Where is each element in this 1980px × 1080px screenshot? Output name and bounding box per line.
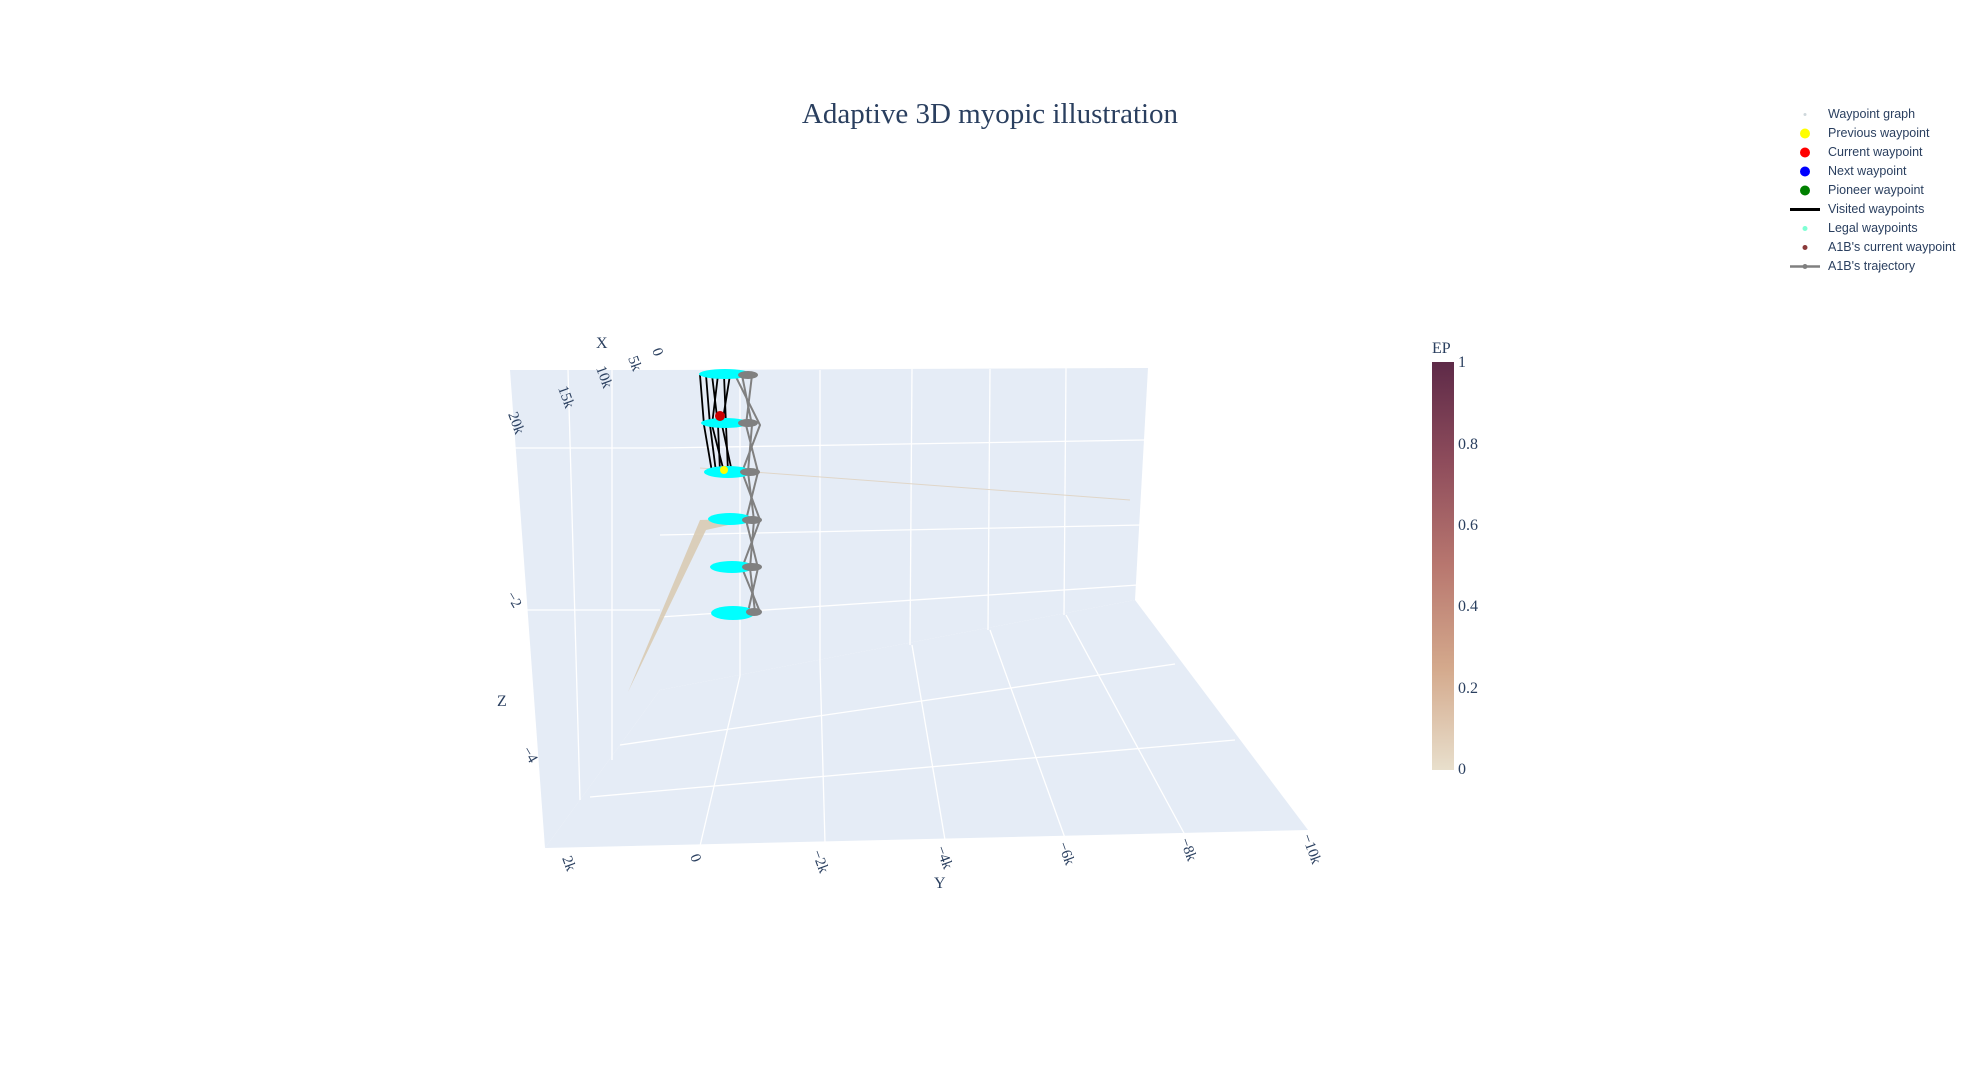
legend-symbol bbox=[1800, 166, 1810, 177]
grid-lines bbox=[510, 367, 1236, 847]
colorbar-tick: 0 bbox=[1458, 761, 1466, 778]
wall-xz bbox=[510, 370, 660, 848]
trajectory-marker bbox=[740, 468, 760, 476]
y-tick: 2k bbox=[558, 854, 578, 874]
z-axis-title: Z bbox=[497, 693, 507, 710]
legend-symbol bbox=[1800, 128, 1810, 139]
wall-yz bbox=[660, 368, 1148, 690]
trajectory-marker bbox=[742, 563, 762, 571]
legend-symbol bbox=[1800, 147, 1810, 158]
colorbar-tick: 0.6 bbox=[1458, 517, 1478, 534]
trajectory-marker bbox=[746, 608, 762, 616]
legal-waypoint-cluster bbox=[708, 513, 752, 525]
z-tick: −4 bbox=[519, 744, 541, 766]
legend-item[interactable]: Next waypoint bbox=[1788, 162, 1955, 181]
legend-label: A1B's trajectory bbox=[1828, 259, 1916, 273]
x-tick: 20k bbox=[504, 410, 527, 437]
legend-item[interactable]: Waypoint graph bbox=[1788, 105, 1955, 124]
legal-waypoint-cluster bbox=[701, 418, 749, 428]
chart-title: Adaptive 3D myopic illustration bbox=[801, 98, 1179, 130]
legend-label: A1B's current waypoint bbox=[1828, 240, 1956, 254]
x-tick: 5k bbox=[624, 354, 644, 374]
z-axis: Z −2 −4 bbox=[497, 589, 541, 766]
legend-item[interactable]: Visited waypoints bbox=[1788, 200, 1955, 219]
trajectory-marker bbox=[738, 371, 758, 379]
y-tick: 0 bbox=[686, 852, 704, 865]
y-axis: Y 2k 0 −2k −4k −6k −8k −10k bbox=[558, 832, 1324, 892]
y-tick: −6k bbox=[1054, 840, 1077, 868]
previous-waypoint-marker bbox=[720, 466, 728, 474]
legend-marker bbox=[1802, 226, 1808, 231]
legend-label: Current waypoint bbox=[1828, 145, 1923, 159]
colorbar-tick: 1 bbox=[1458, 354, 1466, 371]
legend-item[interactable]: Previous waypoint bbox=[1788, 124, 1955, 143]
legal-waypoint-cluster bbox=[699, 369, 751, 379]
legend-marker bbox=[1802, 245, 1808, 250]
ep-surface-edge bbox=[699, 467, 1131, 501]
legend-symbol bbox=[1790, 208, 1820, 211]
x-axis-title: X bbox=[596, 335, 608, 352]
legend-label: Previous waypoint bbox=[1828, 126, 1930, 140]
colorbar bbox=[1432, 362, 1454, 770]
legend-item[interactable]: Legal waypoints bbox=[1788, 219, 1955, 238]
legend-label: Pioneer waypoint bbox=[1828, 183, 1924, 197]
legend-item[interactable]: A1B's current waypoint bbox=[1788, 238, 1955, 257]
legend-marker bbox=[1800, 185, 1810, 196]
colorbar-title: EP bbox=[1432, 340, 1451, 357]
legend-symbol bbox=[1802, 226, 1808, 231]
legal-waypoints bbox=[699, 369, 755, 620]
trajectory-marker bbox=[738, 419, 758, 427]
legend-symbol bbox=[1800, 185, 1810, 196]
legend-label: Waypoint graph bbox=[1828, 107, 1916, 121]
legend-symbol bbox=[1802, 245, 1808, 250]
trajectory-markers bbox=[738, 371, 762, 616]
trajectory-lines bbox=[734, 374, 762, 613]
floor-plane bbox=[545, 600, 1308, 848]
legal-waypoint-cluster bbox=[704, 466, 752, 478]
current-waypoint-marker bbox=[715, 411, 725, 421]
legend-label: Legal waypoints bbox=[1828, 221, 1918, 235]
legend-marker bbox=[1802, 264, 1808, 269]
legend-marker bbox=[1800, 147, 1810, 158]
legal-waypoint-cluster bbox=[710, 561, 754, 573]
legend-marker bbox=[1800, 128, 1810, 139]
trajectory-marker bbox=[742, 516, 762, 524]
y-axis-title: Y bbox=[934, 875, 946, 892]
legend-item[interactable]: Current waypoint bbox=[1788, 143, 1955, 162]
legend-item[interactable]: A1B's trajectory bbox=[1788, 257, 1955, 276]
z-tick: −2 bbox=[503, 589, 525, 611]
legend-label: Visited waypoints bbox=[1828, 202, 1925, 216]
colorbar-tick: 0.8 bbox=[1458, 436, 1478, 453]
y-tick: −10k bbox=[1298, 832, 1324, 867]
y-tick: −8k bbox=[1176, 836, 1199, 864]
x-tick: 0 bbox=[648, 346, 666, 359]
y-tick: −2k bbox=[808, 848, 831, 876]
legend-item[interactable]: Pioneer waypoint bbox=[1788, 181, 1955, 200]
legend-symbol bbox=[1790, 264, 1820, 269]
legend-label: Next waypoint bbox=[1828, 164, 1907, 178]
colorbar-tick: 0.4 bbox=[1458, 598, 1478, 615]
x-tick: 10k bbox=[592, 364, 615, 391]
legend-marker bbox=[1803, 113, 1807, 116]
x-tick: 15k bbox=[554, 384, 577, 411]
legal-waypoint-cluster bbox=[711, 606, 755, 620]
colorbar-tick: 0.2 bbox=[1458, 680, 1478, 697]
legend-symbol bbox=[1803, 113, 1807, 116]
y-tick: −4k bbox=[932, 844, 955, 872]
legend[interactable]: Waypoint graph Previous waypoint Current w… bbox=[1788, 105, 1955, 276]
x-axis: X 0 5k 10k 15k 20k bbox=[504, 335, 666, 437]
ep-surface bbox=[628, 518, 760, 692]
legend-marker bbox=[1800, 166, 1810, 177]
